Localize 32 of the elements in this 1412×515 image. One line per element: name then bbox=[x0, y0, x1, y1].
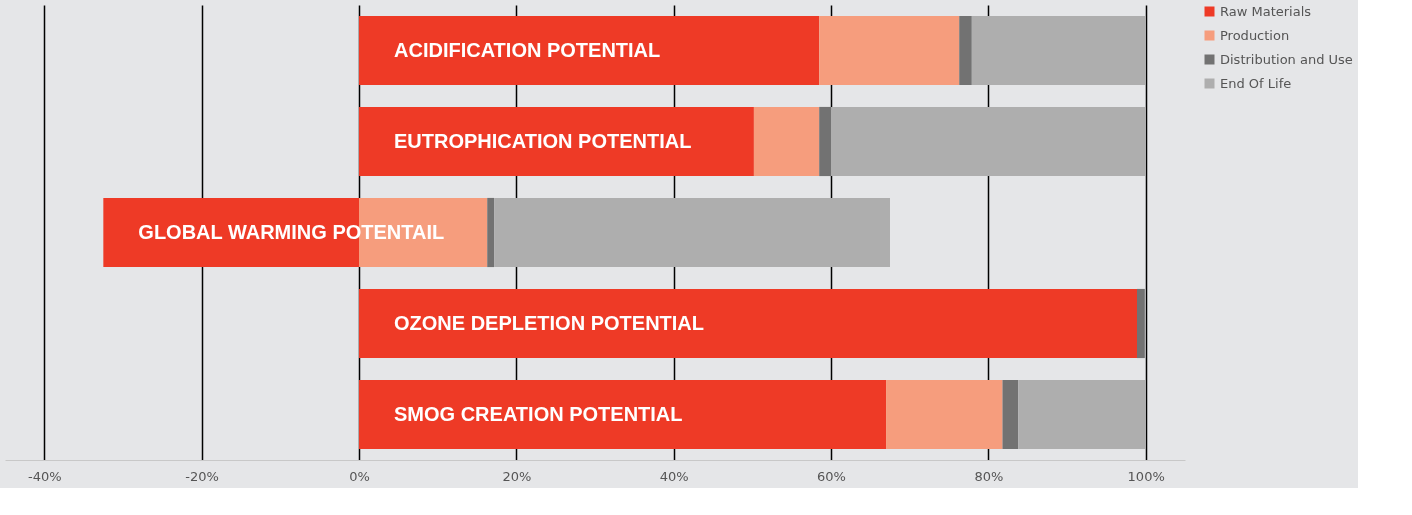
bar bbox=[359, 106, 754, 177]
bar bbox=[359, 379, 887, 450]
x-tick-label: -40% bbox=[28, 468, 62, 484]
y-tick-label: OZONE DEPLETION POTENTIAL bbox=[394, 311, 705, 334]
y-tick-label: SMOG CREATION POTENTIAL bbox=[394, 402, 683, 425]
bar bbox=[487, 197, 495, 268]
bar bbox=[753, 106, 820, 177]
bar bbox=[1002, 379, 1019, 450]
legend-label: Raw Materials bbox=[1220, 3, 1312, 19]
x-tick-label: 20% bbox=[502, 468, 532, 484]
legend-label: Production bbox=[1220, 27, 1290, 43]
legend-label: Distribution and Use bbox=[1220, 51, 1353, 67]
bar bbox=[886, 379, 1003, 450]
bar bbox=[819, 106, 831, 177]
bar bbox=[359, 15, 820, 86]
x-tick-label: -20% bbox=[185, 468, 219, 484]
y-tick-label: ACIDIFICATION POTENTIAL bbox=[394, 38, 661, 61]
bar bbox=[971, 15, 1146, 86]
bar bbox=[1018, 379, 1146, 450]
x-tick-label: 80% bbox=[974, 468, 1004, 484]
bar bbox=[831, 106, 1146, 177]
bar bbox=[1137, 288, 1145, 359]
x-tick-label: 0% bbox=[349, 468, 370, 484]
bar bbox=[959, 15, 972, 86]
x-tick-label: 40% bbox=[659, 468, 689, 484]
bar bbox=[494, 197, 890, 268]
x-tick-label: 60% bbox=[817, 468, 846, 484]
bar bbox=[819, 15, 960, 86]
y-tick-label: EUTROPHICATION POTENTIAL bbox=[394, 129, 692, 152]
legend-label: End Of Life bbox=[1220, 75, 1292, 91]
x-tick-label: 100% bbox=[1127, 468, 1165, 484]
bar bbox=[359, 288, 1138, 359]
